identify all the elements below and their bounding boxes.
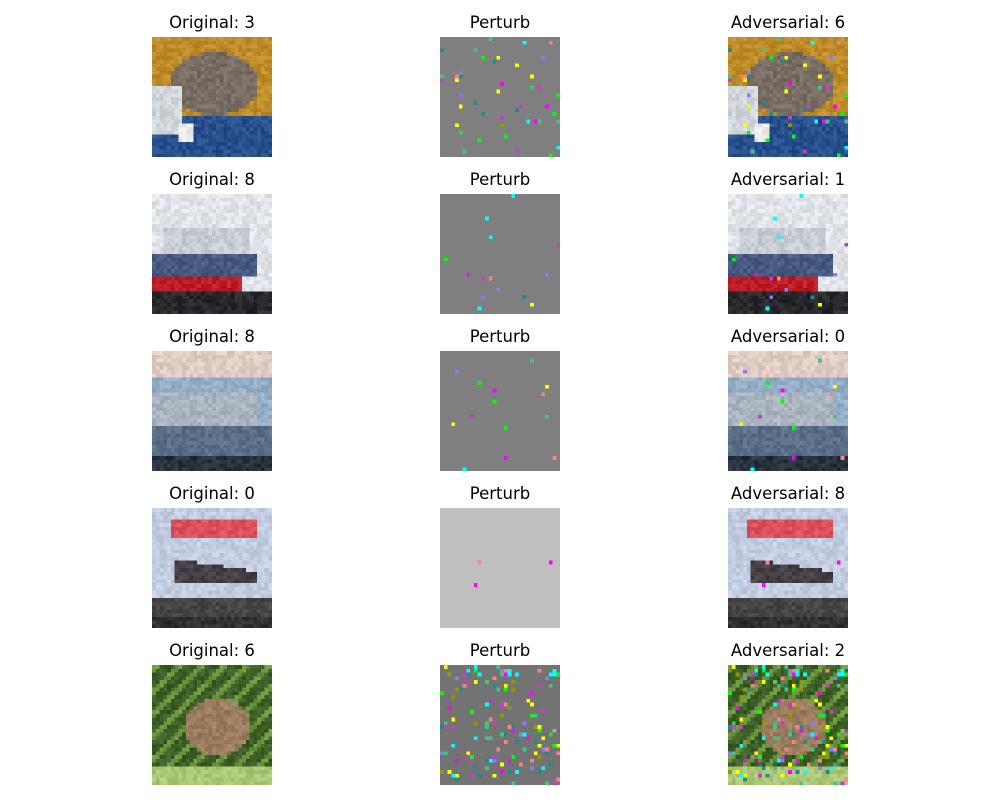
panel-title: Perturb [469, 327, 531, 346]
panel-title: Original: 8 [169, 170, 255, 189]
original-image [152, 508, 272, 628]
panel-title: Adversarial: 2 [730, 641, 846, 660]
panel-title: Original: 6 [169, 641, 255, 660]
adversarial-image [728, 37, 848, 157]
adversarial-image [728, 194, 848, 314]
perturbation-image [440, 665, 560, 785]
panel-title: Adversarial: 6 [730, 13, 846, 32]
perturbation-image [440, 508, 560, 628]
panel-title: Perturb [469, 13, 531, 32]
panel-title: Adversarial: 8 [730, 484, 846, 503]
perturbation-image [440, 37, 560, 157]
panel-title: Original: 8 [169, 327, 255, 346]
original-image [152, 351, 272, 471]
adversarial-image [728, 665, 848, 785]
panel-title: Perturb [469, 484, 531, 503]
original-image [152, 665, 272, 785]
original-image [152, 37, 272, 157]
panel-title: Adversarial: 1 [730, 170, 846, 189]
adversarial-image [728, 508, 848, 628]
panel-title: Original: 0 [169, 484, 255, 503]
perturbation-image [440, 194, 560, 314]
perturbation-image [440, 351, 560, 471]
panel-title: Perturb [469, 170, 531, 189]
panel-title: Perturb [469, 641, 531, 660]
panel-title: Original: 3 [169, 13, 255, 32]
original-image [152, 194, 272, 314]
adversarial-image [728, 351, 848, 471]
panel-title: Adversarial: 0 [730, 327, 846, 346]
